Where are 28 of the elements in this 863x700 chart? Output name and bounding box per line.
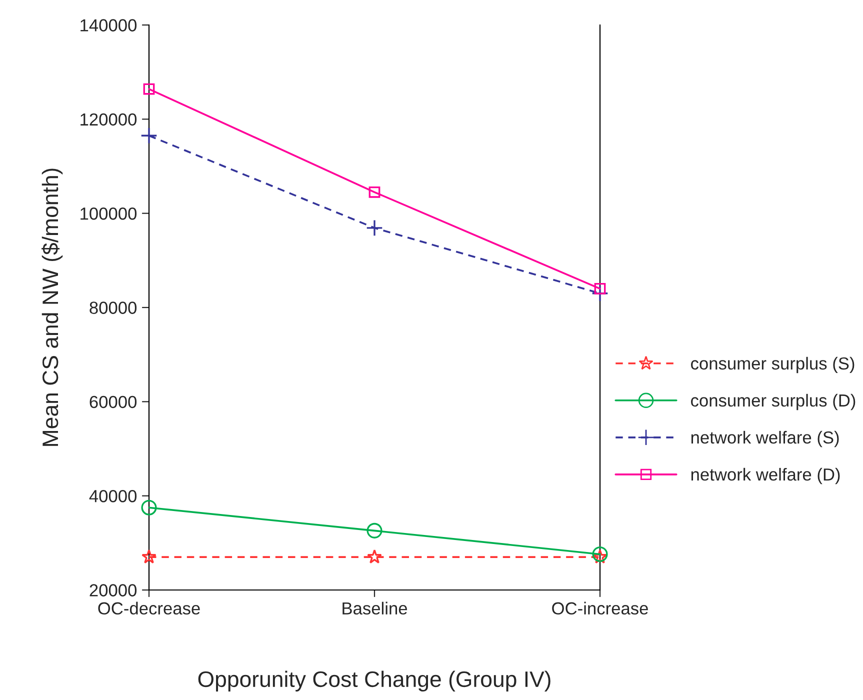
y-tick-label: 20000 <box>90 584 137 596</box>
point <box>592 549 608 564</box>
point <box>366 219 383 236</box>
y-tick-label: 120000 <box>80 113 137 126</box>
point <box>141 500 157 516</box>
point <box>592 284 608 302</box>
y-tick-label: 100000 <box>80 208 137 220</box>
y-tick-label: 140000 <box>80 19 137 32</box>
y-axis-title: Mean CS and NW ($/month) <box>42 168 63 446</box>
point <box>142 549 156 564</box>
y-tick-label: 80000 <box>90 302 137 314</box>
point <box>367 549 382 564</box>
point <box>594 282 606 294</box>
x-tick-label: OC-decrease <box>98 602 200 615</box>
legend-label: network welfare (S) <box>691 430 839 448</box>
x-tick-label: OC-increase <box>552 602 648 615</box>
point <box>366 522 382 538</box>
point <box>143 83 155 95</box>
x-tick-label: Baseline <box>342 602 408 615</box>
y-tick-label: 40000 <box>89 490 137 502</box>
x-axis-title: Opporunity Cost Change (Group IV) <box>198 670 550 692</box>
legend-label: network welfare (D) <box>691 468 840 484</box>
point <box>140 127 158 144</box>
y-tick-label: 60000 <box>90 396 137 408</box>
point <box>368 186 380 198</box>
legend-label: consumer surplus (D) <box>691 394 856 410</box>
point <box>592 546 608 562</box>
legend-label: consumer surplus (S) <box>691 356 854 374</box>
